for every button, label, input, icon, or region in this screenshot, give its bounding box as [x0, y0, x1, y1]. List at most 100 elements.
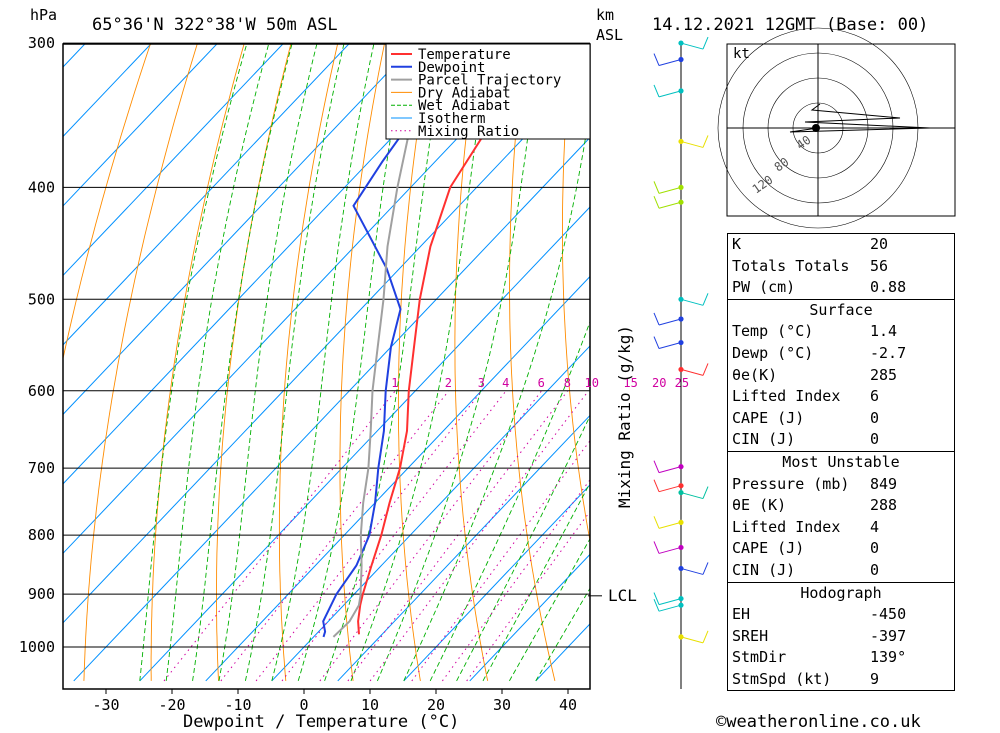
wind-barb	[680, 140, 704, 148]
wind-barb	[658, 318, 682, 326]
wind-barb	[680, 636, 704, 644]
wind-barb	[658, 466, 682, 474]
isotherm-line	[63, 44, 548, 555]
dry-adiabat-line	[278, 44, 339, 681]
dry-adiabat-line	[83, 44, 198, 681]
dry-adiabat-line	[562, 44, 590, 544]
storm-motion-dot	[812, 124, 820, 132]
pressure-tick-label: 600	[28, 382, 55, 400]
isobar-lines	[63, 42, 590, 648]
mixing-ratio-label: 4	[502, 376, 509, 390]
wind-barb-flag	[702, 630, 709, 644]
mixing-ratio-label: 8	[564, 376, 571, 390]
wind-barb-flag	[653, 84, 660, 98]
stmdir-value: 139°	[870, 648, 907, 667]
temperature-tick-label: 10	[361, 696, 379, 714]
dry-adiabat-line	[397, 44, 432, 681]
mu-li-value: 4	[870, 517, 880, 536]
legend-entry: Wet Adiabat	[418, 98, 511, 114]
temperature-tick-label: -10	[224, 696, 251, 714]
lcl-label: LCL	[608, 586, 637, 605]
surface-cin-label: CIN (J)	[732, 430, 796, 449]
mixing-ratio-line	[319, 390, 542, 682]
temperature-tick-label: 40	[559, 696, 577, 714]
wind-barb-flag	[702, 562, 709, 575]
legend-entry: Parcel Trajectory	[418, 73, 561, 89]
plot-frame	[62, 43, 591, 690]
wind-barb-flag	[702, 135, 709, 148]
k-label: K	[732, 235, 742, 253]
wind-dot	[678, 199, 684, 205]
wind-barb	[658, 604, 682, 612]
wind-barb-flag	[653, 541, 660, 554]
wind-barb	[658, 546, 682, 554]
temperature-tick-label: -30	[92, 696, 119, 714]
wet-adiabat-line	[509, 537, 590, 682]
wind-barb-flag	[702, 363, 709, 376]
stmdir-label: StmDir	[732, 648, 787, 667]
pw-value: 0.88	[870, 278, 907, 297]
k-value: 20	[870, 235, 889, 253]
wind-barb-flag	[702, 486, 709, 499]
hodograph-ring-label: 40	[794, 133, 814, 153]
surface-thetae-value: 285	[870, 365, 898, 384]
wet-adiabat-line	[535, 587, 590, 682]
isotherm-line	[469, 553, 590, 682]
isotherm-line	[63, 67, 590, 624]
mu-thetae-label: θE (K)	[732, 496, 787, 515]
pressure-tick-label: 400	[28, 178, 55, 196]
surface-thetae-label: θe(K)	[732, 365, 778, 384]
mu-pressure-value: 849	[870, 474, 898, 493]
legend-entry: Dewpoint	[418, 60, 485, 76]
wind-barb	[658, 201, 682, 209]
isotherm-line	[337, 414, 590, 682]
wind-dot	[678, 184, 684, 190]
mixing-ratio-label: 3	[478, 376, 485, 390]
wind-barb	[658, 59, 682, 67]
surface-li-value: 6	[870, 387, 880, 406]
totals-value: 56	[870, 256, 889, 275]
wind-barb-flag	[653, 592, 660, 605]
wind-barb-flag	[653, 598, 660, 612]
mixing-ratio-line	[347, 390, 569, 682]
wind-barb-flag	[653, 516, 660, 529]
surface-temp-label: Temp (°C)	[732, 322, 814, 341]
surface-cape-label: CAPE (J)	[732, 408, 805, 427]
isotherm-line	[63, 44, 350, 346]
mixing-ratio-line	[369, 390, 589, 682]
hodograph-unit: kt	[733, 46, 750, 62]
wet-adiabat-line	[350, 44, 490, 682]
wind-barb-flag	[702, 36, 709, 50]
x-axis-title: Dewpoint / Temperature (°C)	[183, 712, 459, 732]
isotherm-line	[63, 44, 152, 138]
pressure-unit-label: hPa	[30, 6, 57, 24]
temperature-tick-label: 20	[427, 696, 445, 714]
wet-adiabat-line	[165, 44, 270, 681]
legend-entry: Isotherm	[418, 111, 485, 127]
mu-thetae-value: 288	[870, 496, 898, 515]
location-title: 65°36'N 322°38'W 50m ASL	[92, 15, 338, 35]
pressure-tick-label: 300	[28, 34, 55, 52]
hodograph-ring-label: 80	[772, 155, 792, 175]
hodograph-stats-table: Hodograph EH -450 SREH -397 StmDir 139° Stm…	[727, 581, 955, 692]
mu-li-label: Lifted Index	[732, 517, 841, 536]
surface-dewp-value: -2.7	[870, 343, 907, 362]
wind-barb	[680, 492, 704, 500]
wet-adiabat-line	[403, 107, 590, 682]
mixing-ratio-line	[411, 439, 590, 682]
dry-adiabat-line	[993, 43, 1000, 681]
mu-cape-label: CAPE (J)	[732, 539, 805, 558]
wind-barb-flag	[653, 196, 660, 209]
wind-barb-flag	[653, 336, 660, 349]
wind-barb	[658, 521, 682, 529]
wind-barb	[680, 42, 704, 50]
surface-cin-value: 0	[870, 430, 880, 449]
wet-adiabat-line	[271, 44, 375, 682]
mixing-ratio-label: 1	[391, 376, 398, 390]
indices-table: K 20 Totals Totals 56 PW (cm) 0.88	[727, 233, 955, 299]
pressure-tick-labels: 300 400 500 600 700 800 900 1000	[19, 34, 55, 656]
km-unit-label: km	[596, 6, 614, 24]
